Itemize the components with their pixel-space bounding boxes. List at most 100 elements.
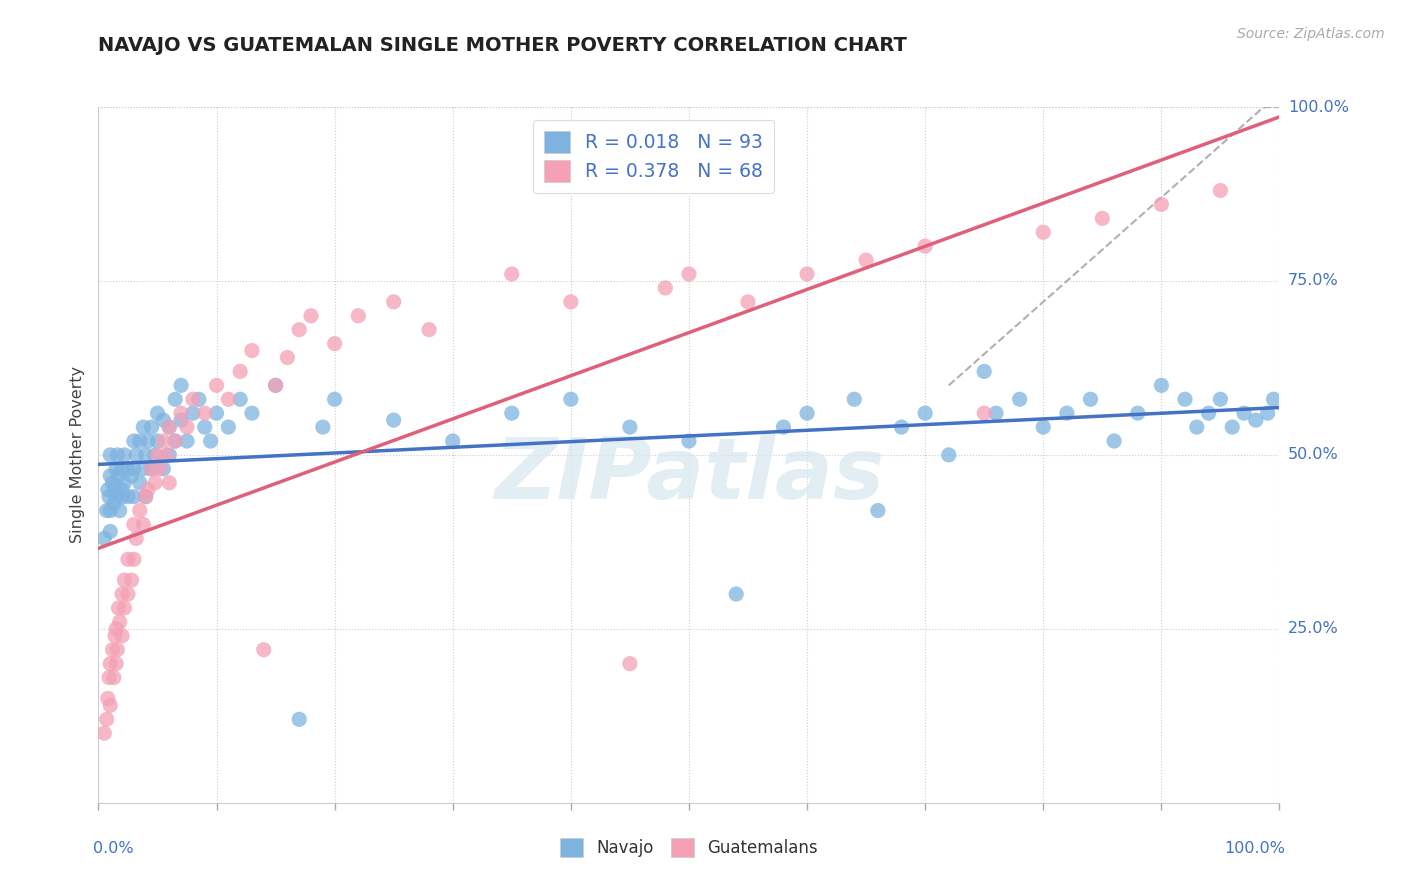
Point (1150, 378, 1173, 392)
Point (914, 406, 936, 420)
Text: 0.0%: 0.0% (93, 841, 134, 856)
Point (121, 573, 143, 587)
Point (217, 392, 239, 407)
Point (98, 448, 121, 462)
Point (501, 267, 523, 281)
Point (103, 671, 125, 685)
Point (176, 434, 198, 448)
Point (253, 642, 276, 657)
Point (122, 552, 145, 566)
Point (135, 490, 157, 504)
Point (170, 378, 193, 392)
Point (772, 420, 794, 434)
Point (112, 448, 135, 462)
Point (105, 448, 128, 462)
Point (1032, 225, 1054, 239)
Point (194, 420, 217, 434)
Point (112, 601, 135, 615)
Point (128, 434, 150, 448)
Point (1263, 392, 1285, 407)
Point (108, 615, 131, 629)
Point (323, 336, 346, 351)
Point (105, 657, 128, 671)
Text: 100.0%: 100.0% (1288, 100, 1348, 114)
Point (1220, 420, 1243, 434)
Point (146, 448, 169, 462)
Point (1244, 413, 1267, 427)
Point (165, 392, 187, 407)
Point (1185, 420, 1208, 434)
Point (890, 420, 912, 434)
Point (93, 532, 115, 546)
Point (165, 434, 187, 448)
Point (111, 587, 134, 601)
Point (141, 420, 163, 434)
Point (1174, 392, 1197, 407)
Point (725, 587, 748, 601)
Point (170, 406, 193, 420)
Point (97, 483, 120, 497)
Point (678, 267, 700, 281)
Point (111, 490, 134, 504)
Point (217, 420, 239, 434)
Point (98, 490, 121, 504)
Point (98, 468, 121, 483)
Point (1257, 406, 1279, 420)
Point (122, 490, 145, 504)
Point (132, 462, 155, 476)
Point (1198, 406, 1220, 420)
Point (146, 434, 169, 448)
Point (157, 475, 180, 490)
Point (122, 462, 145, 476)
Point (1150, 197, 1173, 211)
Point (136, 483, 159, 497)
Point (107, 601, 129, 615)
Point (146, 406, 169, 420)
Point (1008, 392, 1031, 407)
Point (866, 503, 889, 517)
Point (143, 475, 166, 490)
Point (117, 587, 139, 601)
Point (240, 406, 263, 420)
Point (104, 629, 127, 643)
Point (200, 434, 222, 448)
Point (844, 392, 866, 407)
Point (98, 671, 121, 685)
Point (1209, 184, 1232, 198)
Point (229, 364, 252, 378)
Point (347, 309, 370, 323)
Point (98, 524, 121, 539)
Point (97, 691, 120, 706)
Point (312, 420, 335, 434)
Point (441, 434, 464, 448)
Point (560, 294, 582, 309)
Point (152, 413, 174, 427)
Point (98, 698, 121, 713)
Point (181, 392, 204, 407)
Point (1126, 406, 1149, 420)
Point (103, 497, 125, 511)
Point (111, 483, 134, 497)
Point (105, 642, 128, 657)
Point (117, 462, 139, 476)
Text: 100.0%: 100.0% (1225, 841, 1285, 856)
Point (501, 406, 523, 420)
Text: 75.0%: 75.0% (1288, 274, 1339, 288)
Point (1091, 211, 1114, 226)
Point (938, 448, 960, 462)
Point (135, 490, 157, 504)
Point (128, 475, 150, 490)
Point (105, 490, 128, 504)
Text: Source: ZipAtlas.com: Source: ZipAtlas.com (1237, 27, 1385, 41)
Point (125, 448, 148, 462)
Point (382, 294, 405, 309)
Point (112, 475, 135, 490)
Point (98, 657, 121, 671)
Point (108, 503, 131, 517)
Point (678, 434, 700, 448)
Point (264, 378, 287, 392)
Text: ZIPatlas: ZIPatlas (494, 434, 884, 517)
Point (1056, 406, 1078, 420)
Point (152, 462, 174, 476)
Point (143, 448, 166, 462)
